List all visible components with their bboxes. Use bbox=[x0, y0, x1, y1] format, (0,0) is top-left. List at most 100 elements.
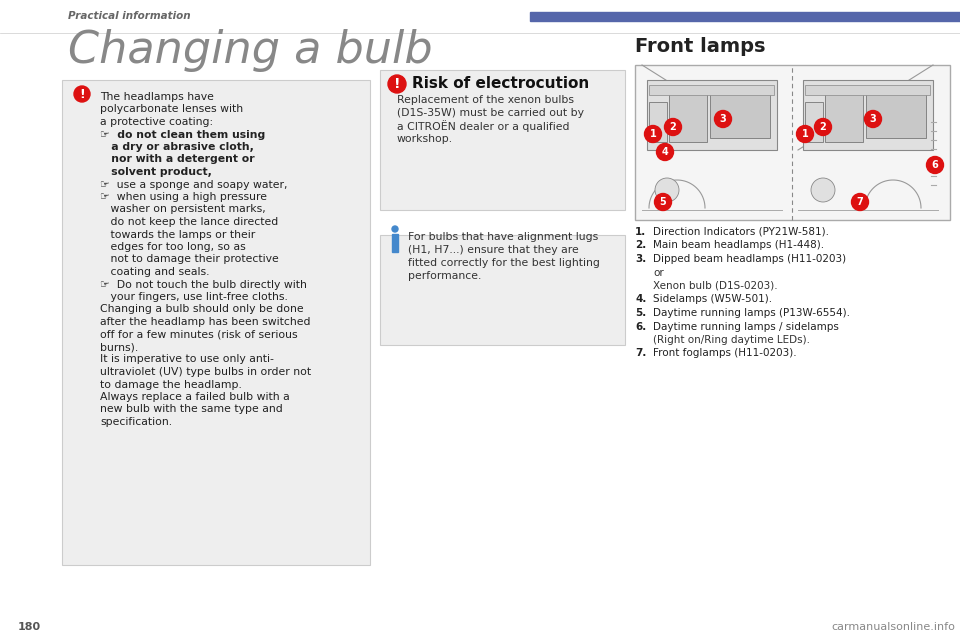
Text: carmanualsonline.info: carmanualsonline.info bbox=[831, 622, 955, 632]
Text: ultraviolet (UV) type bulbs in order not: ultraviolet (UV) type bulbs in order not bbox=[100, 367, 311, 377]
Text: 7.: 7. bbox=[635, 349, 646, 358]
Text: towards the lamps or their: towards the lamps or their bbox=[100, 230, 255, 239]
Circle shape bbox=[74, 86, 90, 102]
Text: 1.: 1. bbox=[635, 227, 646, 237]
Text: ☞  use a sponge and soapy water,: ☞ use a sponge and soapy water, bbox=[100, 179, 287, 189]
Text: off for a few minutes (risk of serious: off for a few minutes (risk of serious bbox=[100, 330, 298, 339]
Text: 6: 6 bbox=[931, 160, 938, 170]
Text: Main beam headlamps (H1-448).: Main beam headlamps (H1-448). bbox=[653, 241, 824, 250]
Text: 1: 1 bbox=[802, 129, 808, 139]
Text: Changing a bulb should only be done: Changing a bulb should only be done bbox=[100, 305, 303, 314]
Text: after the headlamp has been switched: after the headlamp has been switched bbox=[100, 317, 310, 327]
Text: fitted correctly for the best lighting: fitted correctly for the best lighting bbox=[408, 258, 600, 268]
Text: burns).: burns). bbox=[100, 342, 138, 352]
Text: to damage the headlamp.: to damage the headlamp. bbox=[100, 380, 242, 390]
Text: Practical information: Practical information bbox=[68, 11, 191, 21]
Text: Front lamps: Front lamps bbox=[635, 38, 765, 56]
Bar bbox=[647, 80, 777, 150]
Circle shape bbox=[388, 75, 406, 93]
Text: !: ! bbox=[394, 77, 400, 91]
Circle shape bbox=[797, 125, 813, 143]
Bar bbox=[825, 87, 863, 142]
Text: Xenon bulb (D1S-0203).: Xenon bulb (D1S-0203). bbox=[653, 281, 778, 291]
Text: 3: 3 bbox=[720, 114, 727, 124]
Text: Risk of electrocution: Risk of electrocution bbox=[412, 76, 589, 90]
Text: edges for too long, so as: edges for too long, so as bbox=[100, 242, 246, 252]
Text: 1: 1 bbox=[650, 129, 657, 139]
Circle shape bbox=[865, 111, 881, 127]
Bar bbox=[392, 234, 398, 252]
Text: For bulbs that have alignment lugs: For bulbs that have alignment lugs bbox=[408, 232, 598, 242]
Text: 6.: 6. bbox=[635, 321, 646, 332]
Bar bbox=[805, 102, 823, 142]
Circle shape bbox=[814, 118, 831, 136]
Text: 3.: 3. bbox=[635, 254, 646, 264]
FancyBboxPatch shape bbox=[380, 70, 625, 210]
Text: Sidelamps (W5W-501).: Sidelamps (W5W-501). bbox=[653, 294, 772, 305]
Text: 2: 2 bbox=[670, 122, 677, 132]
Text: 3: 3 bbox=[870, 114, 876, 124]
Text: 4: 4 bbox=[661, 147, 668, 157]
Text: 4.: 4. bbox=[635, 294, 646, 305]
Bar bbox=[530, 12, 960, 21]
Bar bbox=[649, 85, 774, 95]
Text: workshop.: workshop. bbox=[397, 134, 453, 144]
Text: your fingers, use lint-free cloths.: your fingers, use lint-free cloths. bbox=[100, 292, 288, 302]
Text: Daytime running lamps (P13W-6554).: Daytime running lamps (P13W-6554). bbox=[653, 308, 850, 318]
Text: The headlamps have: The headlamps have bbox=[100, 92, 214, 102]
Text: a dry or abrasive cloth,: a dry or abrasive cloth, bbox=[100, 142, 253, 152]
Bar bbox=[669, 87, 707, 142]
Text: polycarbonate lenses with: polycarbonate lenses with bbox=[100, 104, 243, 115]
FancyBboxPatch shape bbox=[380, 235, 625, 345]
Text: Always replace a failed bulb with a: Always replace a failed bulb with a bbox=[100, 392, 290, 402]
Text: Direction Indicators (PY21W-581).: Direction Indicators (PY21W-581). bbox=[653, 227, 829, 237]
Text: Replacement of the xenon bulbs: Replacement of the xenon bulbs bbox=[397, 95, 574, 105]
Text: Dipped beam headlamps (H11-0203): Dipped beam headlamps (H11-0203) bbox=[653, 254, 846, 264]
Bar bbox=[805, 85, 930, 95]
Text: solvent product,: solvent product, bbox=[100, 167, 212, 177]
Text: Front foglamps (H11-0203).: Front foglamps (H11-0203). bbox=[653, 349, 797, 358]
Text: nor with a detergent or: nor with a detergent or bbox=[100, 154, 254, 164]
Circle shape bbox=[655, 178, 679, 202]
Text: new bulb with the same type and: new bulb with the same type and bbox=[100, 404, 283, 415]
Circle shape bbox=[852, 193, 869, 211]
Text: a protective coating:: a protective coating: bbox=[100, 117, 213, 127]
Circle shape bbox=[714, 111, 732, 127]
Text: (Right on/Ring daytime LEDs).: (Right on/Ring daytime LEDs). bbox=[653, 335, 810, 345]
Text: not to damage their protective: not to damage their protective bbox=[100, 255, 278, 264]
Text: ☞  Do not touch the bulb directly with: ☞ Do not touch the bulb directly with bbox=[100, 280, 307, 289]
Text: 180: 180 bbox=[18, 622, 41, 632]
Text: specification.: specification. bbox=[100, 417, 172, 427]
Text: Daytime running lamps / sidelamps: Daytime running lamps / sidelamps bbox=[653, 321, 839, 332]
Text: Changing a bulb: Changing a bulb bbox=[68, 29, 433, 72]
Text: coating and seals.: coating and seals. bbox=[100, 267, 209, 277]
Text: washer on persistent marks,: washer on persistent marks, bbox=[100, 205, 266, 214]
Circle shape bbox=[644, 125, 661, 143]
Text: performance.: performance. bbox=[408, 271, 481, 281]
Circle shape bbox=[811, 178, 835, 202]
Text: 2: 2 bbox=[820, 122, 827, 132]
Text: 5.: 5. bbox=[635, 308, 646, 318]
Circle shape bbox=[926, 157, 944, 173]
Text: 5: 5 bbox=[660, 197, 666, 207]
Bar bbox=[710, 88, 770, 138]
Circle shape bbox=[392, 226, 398, 232]
Text: ☞  do not clean them using: ☞ do not clean them using bbox=[100, 129, 265, 140]
Text: or: or bbox=[653, 268, 663, 278]
Text: (H1, H7...) ensure that they are: (H1, H7...) ensure that they are bbox=[408, 245, 579, 255]
Text: a CITROËN dealer or a qualified: a CITROËN dealer or a qualified bbox=[397, 120, 569, 132]
Text: 7: 7 bbox=[856, 197, 863, 207]
Text: do not keep the lance directed: do not keep the lance directed bbox=[100, 217, 278, 227]
Circle shape bbox=[655, 193, 671, 211]
Circle shape bbox=[657, 143, 674, 161]
Bar bbox=[649, 102, 667, 142]
FancyBboxPatch shape bbox=[635, 65, 950, 220]
Text: ☞  when using a high pressure: ☞ when using a high pressure bbox=[100, 192, 267, 202]
Text: (D1S-35W) must be carried out by: (D1S-35W) must be carried out by bbox=[397, 108, 584, 118]
FancyBboxPatch shape bbox=[62, 80, 370, 565]
Bar bbox=[803, 80, 933, 150]
Bar bbox=[866, 88, 926, 138]
Text: !: ! bbox=[79, 88, 84, 100]
Text: It is imperative to use only anti-: It is imperative to use only anti- bbox=[100, 355, 274, 365]
Circle shape bbox=[664, 118, 682, 136]
